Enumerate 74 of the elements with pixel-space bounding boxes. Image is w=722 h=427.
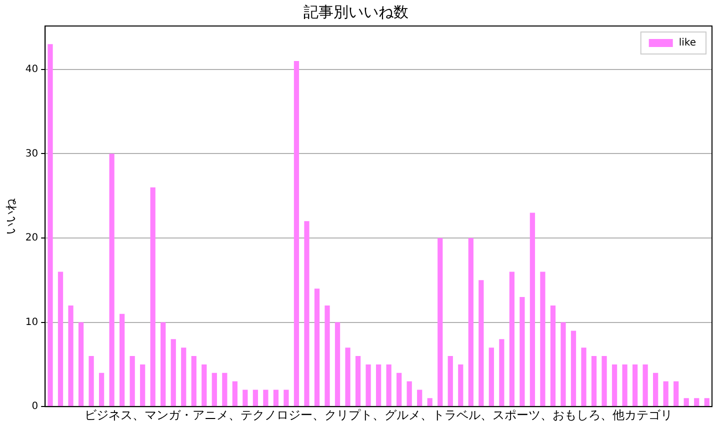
bar bbox=[160, 322, 166, 406]
bar bbox=[674, 381, 679, 406]
bar bbox=[386, 364, 392, 406]
y-tick-label: 0 bbox=[32, 401, 38, 412]
y-tick-label: 20 bbox=[25, 232, 38, 244]
bar bbox=[212, 372, 217, 406]
y-axis-title: いいね bbox=[3, 197, 18, 234]
bar bbox=[273, 390, 279, 406]
bar bbox=[663, 381, 668, 406]
bar bbox=[109, 154, 114, 406]
bar bbox=[488, 348, 494, 406]
bar bbox=[499, 339, 504, 406]
bar bbox=[427, 398, 432, 406]
bar bbox=[78, 322, 84, 406]
bar bbox=[591, 356, 597, 406]
bar bbox=[509, 272, 515, 406]
bar bbox=[704, 398, 710, 406]
bar bbox=[263, 390, 268, 406]
bar bbox=[334, 322, 340, 406]
bar bbox=[58, 272, 64, 406]
bar bbox=[170, 339, 176, 406]
bar bbox=[560, 322, 566, 406]
bar bbox=[468, 238, 474, 406]
bar bbox=[520, 297, 525, 406]
x-axis-title: ビジネス、マンガ・アニメ、テクノロジー、クリプト、グルメ、トラベル、スポーツ、おもしろ、他カテゴリ bbox=[84, 408, 673, 422]
bar bbox=[140, 364, 146, 406]
bar bbox=[355, 356, 361, 406]
bar bbox=[632, 364, 638, 406]
bar bbox=[252, 390, 258, 406]
bar bbox=[396, 372, 402, 406]
bar bbox=[366, 364, 371, 406]
bar bbox=[232, 381, 238, 406]
bar bbox=[602, 356, 607, 406]
y-tick-label: 30 bbox=[25, 148, 38, 160]
bar bbox=[242, 390, 248, 406]
bar bbox=[181, 348, 186, 406]
bar bbox=[130, 356, 135, 406]
bar bbox=[294, 60, 300, 406]
bar bbox=[653, 372, 658, 406]
bar bbox=[530, 212, 536, 406]
bar bbox=[417, 390, 422, 406]
bar bbox=[642, 364, 648, 406]
bar bbox=[98, 372, 104, 406]
bar bbox=[202, 364, 207, 406]
bar bbox=[68, 305, 74, 406]
bar bbox=[540, 272, 546, 406]
bar bbox=[120, 314, 125, 406]
bar bbox=[376, 364, 382, 406]
y-tick-label: 40 bbox=[25, 64, 38, 76]
bar bbox=[458, 364, 464, 406]
bar bbox=[48, 44, 53, 406]
bar bbox=[694, 398, 700, 406]
bar bbox=[550, 305, 556, 406]
bar bbox=[150, 187, 156, 406]
bar bbox=[314, 288, 320, 406]
bar bbox=[88, 356, 94, 406]
bar bbox=[448, 356, 453, 406]
bar bbox=[684, 398, 689, 406]
bar bbox=[406, 381, 412, 406]
bar bbox=[345, 348, 350, 406]
bar bbox=[284, 390, 289, 406]
bar bbox=[222, 372, 228, 406]
chart-title: 記事別いいね数 bbox=[304, 2, 408, 21]
y-tick-label: 10 bbox=[25, 316, 38, 328]
bar bbox=[438, 238, 443, 406]
bar bbox=[570, 330, 576, 406]
bar bbox=[622, 364, 628, 406]
bar bbox=[478, 280, 484, 406]
legend-label: like bbox=[678, 38, 696, 49]
bar bbox=[304, 221, 310, 406]
bar bbox=[612, 364, 618, 406]
bar bbox=[324, 305, 330, 406]
bar bbox=[581, 348, 586, 406]
bar bbox=[191, 356, 196, 406]
